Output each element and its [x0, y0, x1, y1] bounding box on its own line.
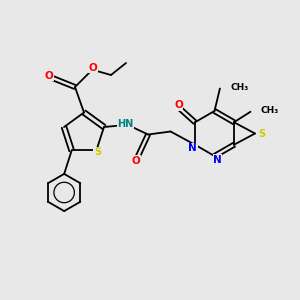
- Text: CH₃: CH₃: [230, 82, 249, 91]
- Text: HN: HN: [117, 119, 134, 129]
- Text: S: S: [94, 147, 101, 157]
- Text: N: N: [188, 143, 197, 153]
- Text: CH₃: CH₃: [261, 106, 279, 115]
- Text: O: O: [132, 156, 140, 166]
- Text: S: S: [258, 129, 265, 139]
- Text: O: O: [174, 100, 183, 110]
- Text: N: N: [213, 154, 222, 165]
- Text: O: O: [88, 62, 98, 73]
- Text: O: O: [44, 71, 53, 81]
